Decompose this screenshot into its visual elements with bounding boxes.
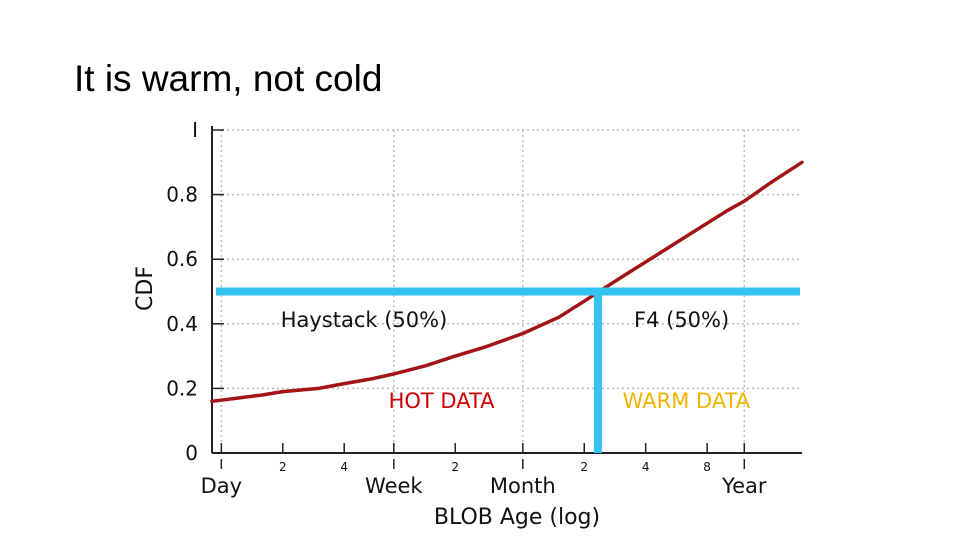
threshold-lines: [216, 287, 800, 453]
x-axis-label: BLOB Age (log): [434, 505, 600, 530]
x-tick-label-minor: 2: [451, 460, 459, 474]
x-tick-label-minor: 4: [642, 460, 650, 474]
annotation-label: F4 (50%): [634, 308, 729, 332]
x-tick-label-minor: 8: [703, 460, 711, 474]
y-tick-label: 0.4: [166, 312, 198, 336]
x-tick-label-minor: 4: [340, 460, 348, 474]
axes: [211, 126, 802, 454]
slide-title: It is warm, not cold: [74, 58, 383, 99]
y-ticks: 0 0.2 0.4 0.6 0.8 I: [166, 118, 224, 465]
y-tick-label: I: [192, 118, 198, 142]
cdf-line: [210, 160, 804, 404]
x-tick-label-minor: 2: [580, 460, 588, 474]
y-tick-label: 0.2: [166, 376, 198, 400]
y-tick-label: 0.6: [166, 247, 198, 271]
x-tick-label-major: Year: [721, 474, 767, 498]
annotation-label: WARM DATA: [623, 389, 751, 413]
y-tick-label: 0.8: [166, 183, 198, 207]
y-tick-label: 0: [185, 441, 198, 465]
x-tick-label-major: Week: [365, 474, 423, 498]
x-tick-label-major: Day: [201, 474, 242, 498]
series: [210, 160, 804, 404]
annotation-label: Haystack (50%): [281, 308, 448, 332]
x-tick-label-major: Month: [490, 474, 556, 498]
annotations: Haystack (50%) HOT DATA F4 (50%) WARM DATA: [281, 308, 751, 413]
annotation-label: HOT DATA: [389, 389, 496, 413]
x-ticks: Day Week Month Year 2 4 2 2 4 8: [201, 443, 767, 498]
x-tick-label-minor: 2: [279, 460, 287, 474]
y-axis-label: CDF: [133, 266, 158, 311]
